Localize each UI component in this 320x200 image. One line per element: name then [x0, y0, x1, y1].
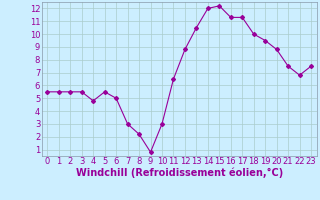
X-axis label: Windchill (Refroidissement éolien,°C): Windchill (Refroidissement éolien,°C) — [76, 168, 283, 178]
